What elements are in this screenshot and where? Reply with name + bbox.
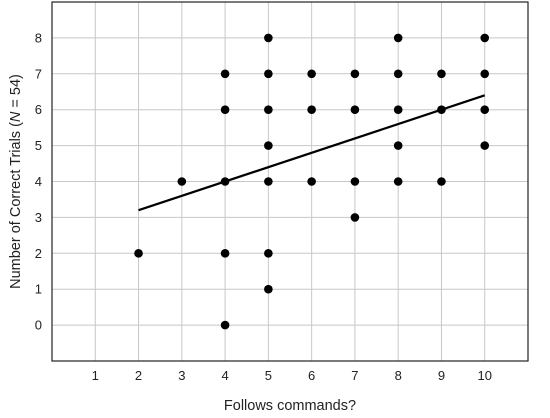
data-point	[220, 177, 230, 186]
x-tick-label: 4	[221, 368, 228, 383]
data-point	[480, 69, 490, 79]
data-point	[220, 105, 230, 114]
data-point	[264, 284, 273, 294]
trendline	[138, 94, 486, 212]
x-tick-label: 2	[135, 368, 142, 383]
data-point	[393, 33, 403, 43]
data-point	[134, 249, 143, 258]
data-point	[264, 105, 273, 114]
x-tick-label: 5	[265, 368, 272, 383]
x-tick-labels: 1 2 3 4 5 6 7 8 9 10	[92, 368, 492, 383]
y-tick-label: 5	[35, 138, 42, 153]
data-point	[480, 141, 490, 150]
x-tick-label: 7	[351, 368, 358, 383]
data-point	[350, 69, 360, 79]
data-point	[264, 249, 273, 258]
data-points	[134, 33, 490, 330]
data-point	[393, 177, 403, 186]
data-point	[480, 105, 490, 114]
data-point	[264, 141, 273, 150]
trendline-layer	[138, 94, 486, 212]
x-tick-label: 1	[92, 368, 99, 383]
data-point	[307, 177, 316, 186]
y-tick-label: 7	[35, 66, 42, 81]
data-point	[350, 213, 360, 222]
y-axis-label-italic: N	[8, 111, 24, 122]
data-point	[437, 177, 446, 186]
y-tick-label: 2	[35, 246, 42, 261]
y-axis-label-prefix: Number of Correct Trials (	[8, 122, 24, 289]
y-axis-label-suffix: = 54)	[8, 74, 24, 111]
y-tick-labels: 0 1 2 3 4 5 6 7 8	[35, 30, 42, 332]
data-point	[393, 105, 403, 114]
data-point	[437, 105, 446, 114]
x-tick-label: 10	[477, 368, 491, 383]
data-point	[220, 320, 230, 330]
data-point	[437, 69, 446, 79]
data-point	[350, 105, 360, 114]
x-axis-label: Follows commands?	[224, 398, 356, 414]
y-tick-label: 6	[35, 102, 42, 117]
grid-lines	[52, 2, 528, 361]
data-point	[264, 33, 273, 43]
x-tick-label: 6	[308, 368, 315, 383]
data-point	[350, 177, 360, 186]
data-point	[307, 105, 316, 114]
y-axis-label: Number of Correct Trials (N = 54)	[8, 74, 24, 289]
plot-frame	[51, 1, 529, 362]
data-point	[480, 33, 490, 43]
x-tick-label: 8	[395, 368, 402, 383]
data-point	[393, 141, 403, 150]
x-tick-label: 3	[178, 368, 185, 383]
data-point	[177, 177, 187, 186]
x-tick-label: 9	[438, 368, 445, 383]
data-point	[264, 177, 273, 186]
y-tick-label: 8	[35, 30, 42, 45]
y-tick-label: 3	[35, 210, 42, 225]
data-point	[220, 69, 230, 79]
data-point	[307, 69, 316, 79]
data-point	[264, 69, 273, 79]
data-point	[393, 69, 403, 79]
y-tick-label: 0	[35, 318, 42, 333]
data-point	[220, 249, 230, 258]
y-tick-label: 1	[35, 282, 42, 297]
y-tick-label: 4	[35, 174, 42, 189]
